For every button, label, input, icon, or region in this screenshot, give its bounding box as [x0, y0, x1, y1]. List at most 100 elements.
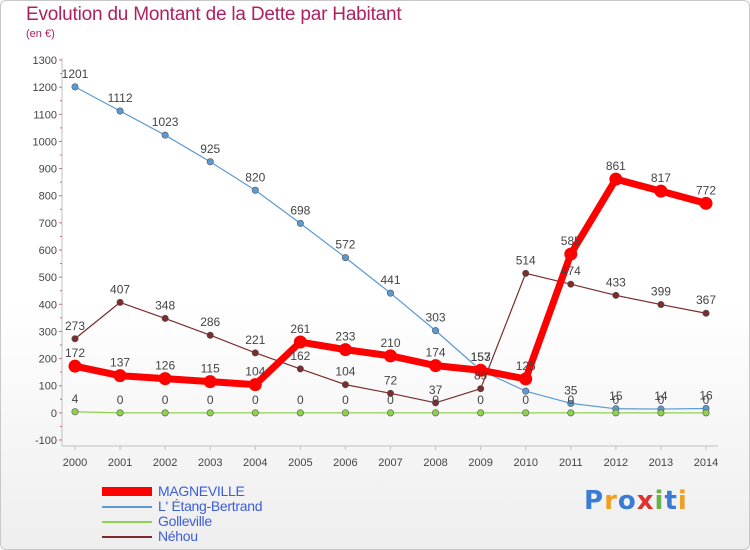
- legend-item-etang-bertrand: L' Étang-Bertrand: [102, 498, 263, 514]
- legend-item-golleville: Golleville: [102, 514, 262, 529]
- data-label-0: 174: [426, 346, 446, 360]
- data-label-3: 407: [110, 282, 130, 296]
- data-label-1: 925: [200, 142, 220, 156]
- data-point-2: [206, 409, 214, 417]
- data-point-0: [113, 369, 127, 383]
- data-label-2: 0: [613, 393, 620, 407]
- x-tick-label: 2003: [198, 457, 222, 469]
- data-label-3: 72: [384, 373, 398, 387]
- logo-letter: i: [654, 486, 665, 516]
- data-label-0: 137: [110, 356, 130, 370]
- data-label-1: 1112: [108, 91, 133, 105]
- data-point-0: [654, 184, 668, 198]
- data-point-1: [522, 387, 530, 395]
- x-tick-label: 2012: [604, 457, 628, 469]
- data-point-3: [116, 298, 124, 306]
- data-point-2: [296, 409, 304, 417]
- data-point-0: [203, 375, 217, 389]
- x-tick-label: 2013: [649, 457, 673, 469]
- data-label-2: 0: [432, 393, 439, 407]
- data-point-3: [206, 331, 214, 339]
- data-point-0: [293, 335, 307, 349]
- logo-letter: x: [636, 486, 655, 516]
- y-tick-label: 600: [39, 245, 57, 257]
- y-tick-label: 300: [39, 326, 57, 338]
- data-label-1: 35: [564, 383, 578, 397]
- proxiti-logo: Proxiti: [584, 486, 688, 516]
- data-label-2: 0: [477, 393, 484, 407]
- data-label-1: 14: [654, 389, 668, 403]
- logo-letter: o: [617, 486, 637, 516]
- x-tick-label: 2011: [559, 457, 583, 469]
- data-label-2: 0: [252, 393, 259, 407]
- data-label-3: 221: [245, 333, 265, 347]
- data-label-1: 1201: [62, 67, 89, 81]
- y-tick-label: 1100: [33, 109, 57, 121]
- y-tick-label: 200: [39, 354, 57, 366]
- data-label-1: 153: [471, 350, 491, 364]
- data-point-1: [432, 327, 440, 335]
- data-point-2: [432, 409, 440, 417]
- data-point-0: [699, 196, 713, 210]
- data-point-3: [251, 349, 259, 357]
- legend-swatch-etang-bertrand: [102, 505, 152, 508]
- data-label-3: 162: [290, 349, 310, 363]
- legend-label-magneville: MAGNEVILLE: [158, 483, 245, 499]
- data-point-3: [612, 291, 620, 299]
- data-label-0: 585: [561, 234, 581, 248]
- data-label-3: 433: [606, 275, 626, 289]
- x-tick-label: 2009: [468, 457, 492, 469]
- data-point-2: [522, 409, 530, 417]
- y-tick-label: 0: [51, 408, 57, 420]
- x-tick-label: 2004: [243, 457, 267, 469]
- x-tick-label: 2007: [378, 457, 402, 469]
- data-point-3: [477, 385, 485, 393]
- data-point-2: [477, 409, 485, 417]
- data-label-3: 104: [335, 365, 355, 379]
- y-tick-label: 400: [39, 299, 57, 311]
- data-point-2: [567, 409, 575, 417]
- data-label-1: 820: [245, 170, 265, 184]
- data-point-3: [702, 309, 710, 317]
- x-tick-label: 2001: [108, 457, 132, 469]
- data-point-0: [429, 359, 443, 373]
- data-point-2: [657, 409, 665, 417]
- data-label-0: 126: [155, 359, 175, 373]
- x-tick-label: 2010: [513, 457, 537, 469]
- data-point-3: [386, 389, 394, 397]
- data-point-2: [341, 409, 349, 417]
- data-label-0: 172: [65, 346, 85, 360]
- data-label-0: 210: [380, 336, 400, 350]
- y-tick-label: 1300: [33, 55, 57, 67]
- x-tick-label: 2014: [694, 457, 718, 469]
- data-label-2: 0: [658, 393, 665, 407]
- legend-label-etang-bertrand: L' Étang-Bertrand: [158, 498, 263, 514]
- data-point-2: [161, 409, 169, 417]
- data-point-3: [71, 335, 79, 343]
- y-tick-label: 500: [39, 272, 57, 284]
- legend-swatch-magneville: [102, 487, 152, 496]
- data-point-1: [341, 254, 349, 262]
- data-point-1: [116, 107, 124, 115]
- data-label-0: 104: [245, 365, 265, 379]
- data-label-3: 399: [651, 285, 671, 299]
- y-tick-label: 700: [39, 218, 57, 230]
- data-point-2: [386, 409, 394, 417]
- data-point-2: [251, 409, 259, 417]
- legend-swatch-golleville: [102, 520, 152, 523]
- data-label-2: 0: [342, 393, 349, 407]
- data-point-0: [248, 378, 262, 392]
- data-label-2: 0: [703, 393, 710, 407]
- logo-letter: P: [584, 486, 605, 516]
- data-label-0: 261: [290, 322, 310, 336]
- data-label-2: 0: [297, 393, 304, 407]
- data-point-0: [158, 372, 172, 386]
- data-point-0: [474, 363, 488, 377]
- data-label-2: 0: [387, 393, 394, 407]
- data-point-0: [68, 359, 82, 373]
- logo-letter: i: [677, 486, 688, 516]
- data-point-2: [71, 408, 79, 416]
- legend-item-magneville: MAGNEVILLE: [102, 484, 262, 499]
